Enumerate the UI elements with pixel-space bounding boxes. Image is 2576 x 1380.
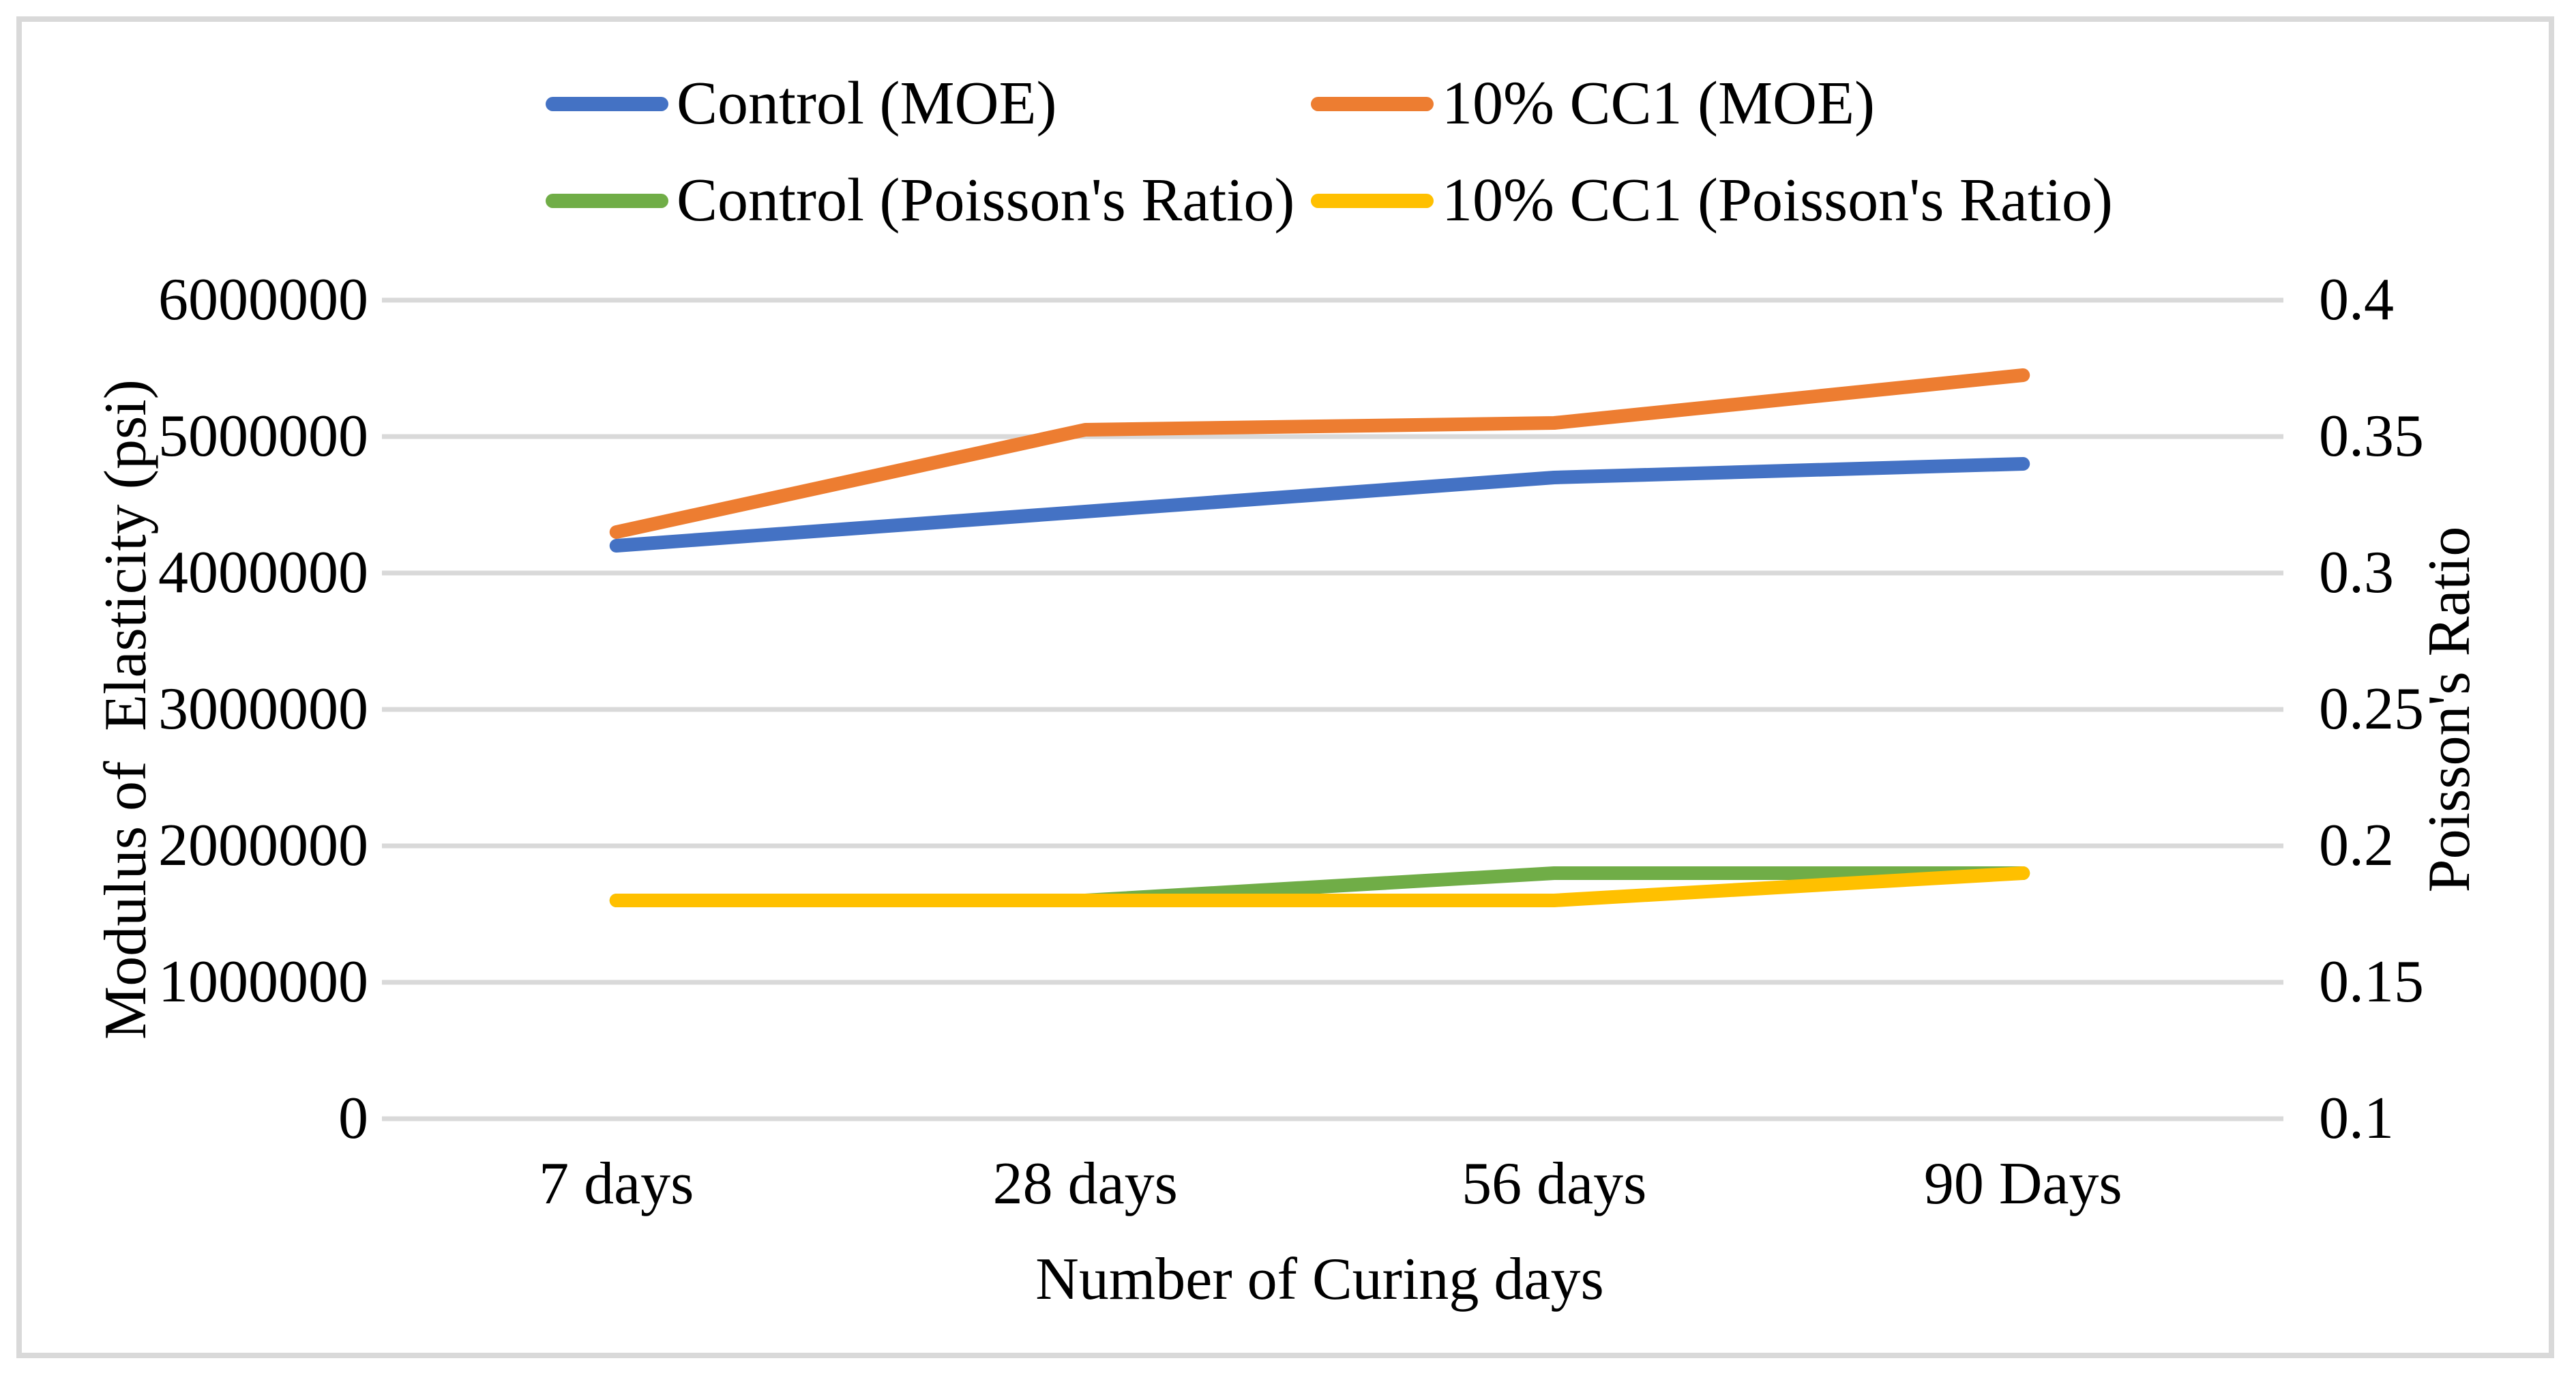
right-axis-tick-label: 0.4 (2319, 267, 2394, 333)
legend-item-control-moe: Control (MOE) (546, 73, 1056, 134)
left-axis-tick-label: 4000000 (158, 540, 368, 606)
left-axis-tick-label: 5000000 (158, 403, 368, 469)
series-line-10-cc1-moe (609, 368, 2030, 539)
chart-border (16, 16, 2554, 1358)
x-axis-category-label: 28 days (992, 1151, 1178, 1217)
right-axis-tick-label: 0.35 (2319, 403, 2424, 469)
left-axis-tick-label: 2000000 (158, 812, 368, 879)
right-axis-tick-label: 0.1 (2319, 1085, 2394, 1151)
right-axis-title: Poisson's Ratio (2416, 526, 2483, 893)
legend-label: 10% CC1 (Poisson's Ratio) (1442, 166, 2113, 234)
left-axis-title: Modulus of Elasticity (psi) (93, 379, 159, 1040)
legend-label: Control (Poisson's Ratio) (677, 166, 1295, 234)
left-axis-tick-label: 1000000 (158, 949, 368, 1015)
x-axis-category-label: 7 days (539, 1151, 694, 1217)
left-axis-tick-label: 0 (338, 1085, 368, 1151)
series-line-10-cc1-poisson-s-ratio (609, 866, 2030, 907)
legend-swatch-control-poisson-s-ratio (546, 193, 668, 208)
legend-swatch-10-cc1-moe (1311, 96, 1434, 111)
x-axis-category-label: 90 Days (1923, 1151, 2122, 1217)
legend-swatch-10-cc1-poisson-s-ratio (1311, 193, 1434, 208)
left-axis-tick-label: 3000000 (158, 676, 368, 742)
legend-swatch-control-moe (546, 96, 668, 111)
left-axis-tick-label: 6000000 (158, 267, 368, 333)
x-axis-title: Number of Curing days (1035, 1246, 1604, 1312)
right-axis-tick-label: 0.3 (2319, 540, 2394, 606)
legend-item-10-cc1-poisson-s-ratio: 10% CC1 (Poisson's Ratio) (1311, 170, 2113, 231)
series-line-control-moe (609, 457, 2030, 553)
legend-item-control-poisson-s-ratio: Control (Poisson's Ratio) (546, 170, 1294, 231)
legend-label: 10% CC1 (MOE) (1442, 70, 1875, 137)
right-axis-tick-label: 0.2 (2319, 812, 2394, 879)
x-axis-category-label: 56 days (1462, 1151, 1647, 1217)
legend-item-10-cc1-moe: 10% CC1 (MOE) (1311, 73, 1875, 134)
right-axis-tick-label: 0.15 (2319, 949, 2424, 1015)
right-axis-tick-label: 0.25 (2319, 676, 2424, 742)
legend-label: Control (MOE) (677, 70, 1057, 137)
